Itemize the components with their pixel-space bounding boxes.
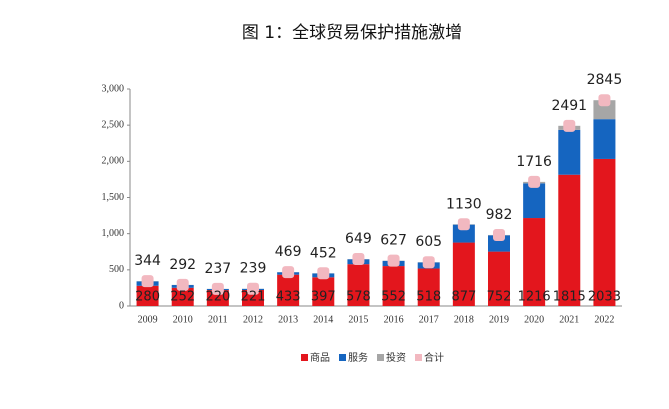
total-marker [211,282,224,295]
goods-label: 280 [135,290,160,305]
y-tick-label: 2,500 [102,119,125,130]
goods-label: 433 [276,290,301,305]
y-tick-label: 0 [119,300,124,311]
legend-swatch [415,354,422,361]
total-label: 1716 [516,154,552,170]
x-tick-label: 2016 [384,314,404,325]
total-label: 2491 [551,98,587,114]
bar-segment [593,119,616,159]
x-tick-label: 2013 [278,314,298,325]
bar-segment [523,218,546,306]
bar-segment [347,264,370,306]
bar-segment [558,174,581,306]
legend-label: 合计 [424,351,444,364]
x-tick-label: 2010 [173,314,193,325]
total-marker [528,175,541,188]
total-marker [352,253,365,266]
total-label: 649 [345,231,372,247]
total-label: 2845 [587,72,623,88]
total-marker [387,254,400,267]
total-marker [247,282,259,295]
legend-label: 服务 [348,351,368,364]
legend-swatch [301,354,308,361]
goods-label: 552 [381,290,406,305]
y-tick-label: 1,500 [102,192,125,203]
x-tick-label: 2014 [313,314,333,325]
goods-label: 397 [311,290,336,305]
y-tick-label: 500 [109,264,124,275]
chart-title: 图 1：全球贸易保护措施激增 [242,23,462,43]
x-tick-label: 2017 [419,314,439,325]
bar-segment [136,285,159,306]
total-marker [317,267,330,280]
goods-label: 1216 [518,290,551,305]
total-marker [282,266,295,279]
total-label: 982 [486,207,513,223]
bar-segment [382,266,405,306]
total-label: 1130 [446,196,482,212]
bar-segment [242,290,264,306]
legend-label: 投资 [386,351,406,364]
x-tick-label: 2009 [138,314,158,325]
x-tick-label: 2019 [489,314,509,325]
x-tick-label: 2011 [208,314,228,325]
x-tick-label: 2020 [524,314,544,325]
bar-segment [488,251,510,306]
bar-segment [593,158,616,306]
total-label: 627 [380,233,407,249]
bar-segment [452,242,475,306]
total-label: 469 [275,244,302,260]
goods-label: 1815 [553,290,586,305]
bar-segment [206,290,229,306]
x-tick-label: 2021 [559,314,579,325]
total-marker [422,256,435,269]
bar-segment [452,224,475,243]
total-label: 452 [310,245,337,261]
bar-segment [523,183,546,219]
goods-label: 2033 [588,290,621,305]
total-marker [493,228,505,241]
goods-label: 252 [170,290,195,305]
y-tick-label: 1,000 [102,228,125,239]
goods-label: 877 [451,290,476,305]
total-marker [457,218,470,231]
goods-label: 752 [487,290,512,305]
bar-segment [417,268,440,306]
total-marker [141,275,154,288]
total-label: 292 [169,257,196,273]
goods-label: 220 [205,290,230,305]
bar-segment [171,287,194,306]
total-label: 344 [134,253,161,269]
legend-swatch [339,354,346,361]
bar-segment [277,274,300,306]
goods-label: 221 [241,290,266,305]
y-tick-label: 3,000 [102,83,125,94]
x-tick-label: 2012 [243,314,263,325]
total-label: 239 [240,261,267,277]
x-tick-label: 2022 [594,314,614,325]
bar-segment [558,129,581,175]
bar-segment [593,100,616,120]
total-label: 237 [204,261,231,277]
legend-label: 商品 [310,351,330,364]
x-tick-label: 2015 [348,314,368,325]
total-label: 605 [415,234,442,250]
total-marker [598,94,611,107]
total-marker [563,119,576,132]
y-tick-label: 2,000 [102,156,125,167]
total-marker [176,278,189,291]
bar-segment [312,277,335,306]
legend-swatch [377,354,384,361]
goods-label: 578 [346,290,371,305]
x-tick-label: 2018 [454,314,474,325]
goods-label: 518 [416,290,441,305]
